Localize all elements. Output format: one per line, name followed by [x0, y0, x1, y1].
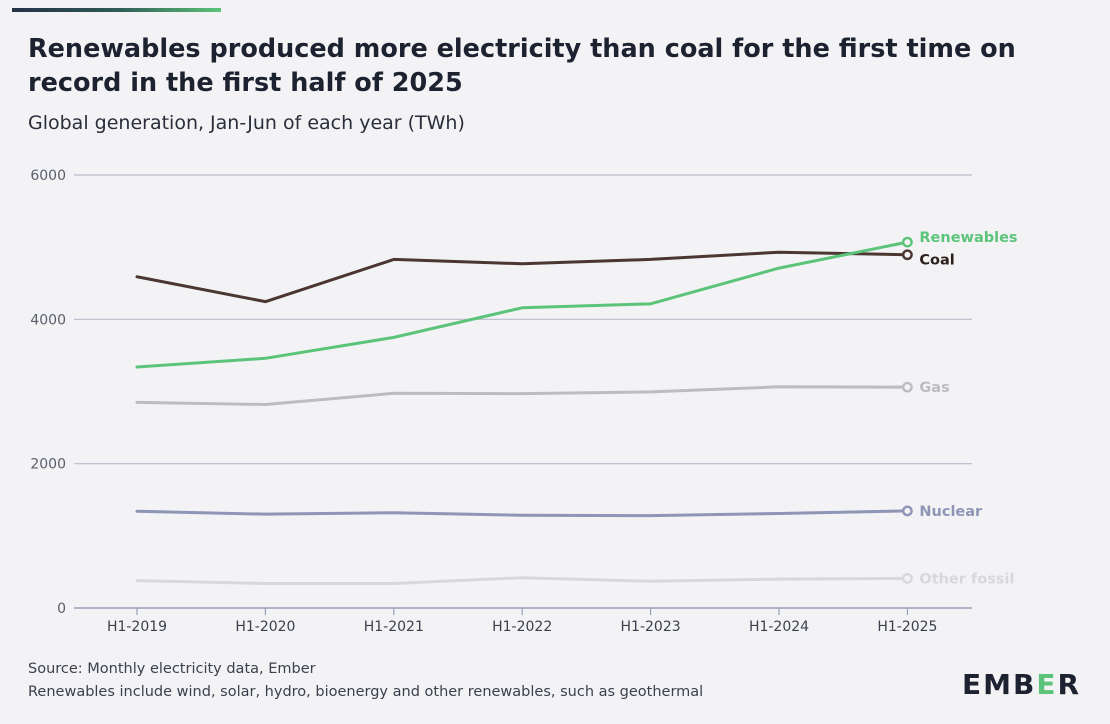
chart-title: Renewables produced more electricity tha…: [28, 34, 1016, 98]
series-end-marker-renewables: [902, 236, 913, 248]
y-tick-label: 2000: [30, 457, 66, 473]
x-tick-label: H1-2020: [235, 619, 295, 635]
series-end-marker-gas: [902, 381, 913, 393]
series-line-renewables: [135, 240, 909, 369]
renewables-note: Renewables include wind, solar, hydro, b…: [28, 684, 704, 700]
series-label-gas: Gas: [919, 380, 949, 396]
x-tick-label: H1-2025: [877, 619, 937, 635]
top-accent-bar: [12, 8, 221, 12]
series-end-marker-other-fossil: [902, 573, 913, 584]
source-note: Source: Monthly electricity data, Ember: [28, 661, 316, 677]
series-line-nuclear: [135, 509, 909, 518]
y-tick-label: 0: [57, 601, 66, 617]
series-group: [135, 236, 913, 585]
y-tick-label: 4000: [30, 312, 66, 328]
x-tick-label: H1-2024: [749, 619, 809, 635]
series-line-coal: [135, 250, 909, 304]
series-end-marker-nuclear: [902, 505, 913, 517]
x-tick-label: H1-2019: [107, 619, 167, 635]
series-labels: Other fossil Nuclear Gas Coal Renewables: [919, 230, 1017, 587]
series-line-gas: [135, 385, 909, 406]
series-label-other-fossil: Other fossil: [919, 571, 1014, 587]
y-axis: 0 2000 4000 6000: [30, 168, 66, 617]
ember-logo: EMBER: [962, 668, 1082, 701]
chart-subtitle: Global generation, Jan-Jun of each year …: [28, 112, 465, 134]
series-end-marker-coal: [902, 249, 913, 261]
series-label-nuclear: Nuclear: [919, 504, 983, 520]
gridlines: [74, 174, 972, 609]
x-tick-label: H1-2022: [492, 619, 552, 635]
series-label-coal: Coal: [919, 253, 954, 269]
y-tick-label: 6000: [30, 168, 66, 184]
x-axis: H1-2019 H1-2020 H1-2021 H1-2022 H1-2023 H1-20…: [107, 608, 937, 635]
x-tick-label: H1-2021: [364, 619, 424, 635]
footer: Source: Monthly electricity data, Ember …: [28, 658, 703, 704]
x-tick-label: H1-2023: [621, 619, 681, 635]
series-line-other-fossil: [135, 576, 909, 585]
series-label-renewables: Renewables: [919, 230, 1017, 246]
